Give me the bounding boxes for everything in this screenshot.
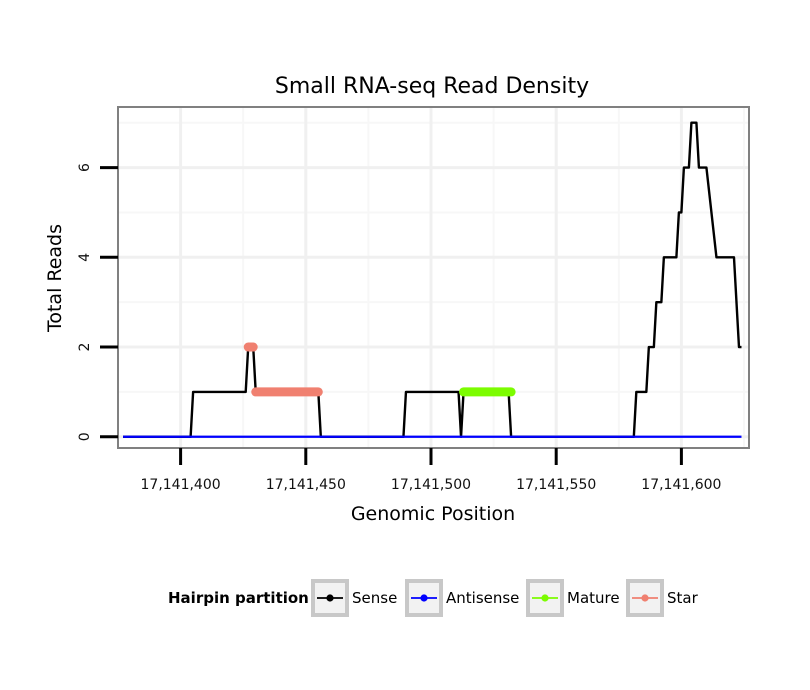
y-tick-label: 4: [77, 253, 93, 262]
legend-key-point: [326, 594, 334, 602]
x-axis: 17,141,400 17,141,450 17,141,500 17,141,550…: [141, 448, 721, 493]
legend-key-point: [541, 594, 549, 602]
chart-title: Small RNA-seq Read Density: [275, 74, 589, 99]
x-axis-label: Genomic Position: [351, 503, 515, 525]
y-tick-label: 6: [77, 163, 93, 172]
x-tick-label: 17,141,450: [266, 477, 346, 493]
legend-item-antisense: Antisense: [405, 579, 519, 617]
panel-background: [118, 107, 749, 448]
legend-label: Star: [667, 589, 699, 607]
legend-title: Hairpin partition: [168, 589, 309, 607]
panel-border: [117, 106, 750, 449]
legend-key-point: [641, 594, 649, 602]
x-tick-label: 17,141,600: [641, 477, 721, 493]
x-tick-label: 17,141,550: [516, 477, 596, 493]
series-layer: [122, 121, 742, 438]
y-axis-label: Total Reads: [44, 224, 66, 333]
legend-item-mature: Mature: [526, 579, 620, 617]
legend: Hairpin partition Sense Antisense Mature St…: [168, 579, 699, 617]
legend-item-star: Star: [626, 579, 699, 617]
x-tick-label: 17,141,400: [141, 477, 221, 493]
y-tick-label: 2: [77, 343, 93, 352]
plot-panel: [117, 106, 750, 449]
legend-items: Sense Antisense Mature Star: [311, 579, 699, 617]
legend-item-sense: Sense: [311, 579, 397, 617]
x-tick-label: 17,141,500: [391, 477, 471, 493]
y-axis: 0 2 4 6: [77, 163, 118, 441]
legend-key-point: [420, 594, 428, 602]
legend-label: Antisense: [446, 589, 519, 607]
y-tick-label: 0: [77, 432, 93, 441]
legend-label: Sense: [352, 589, 397, 607]
legend-label: Mature: [567, 589, 620, 607]
